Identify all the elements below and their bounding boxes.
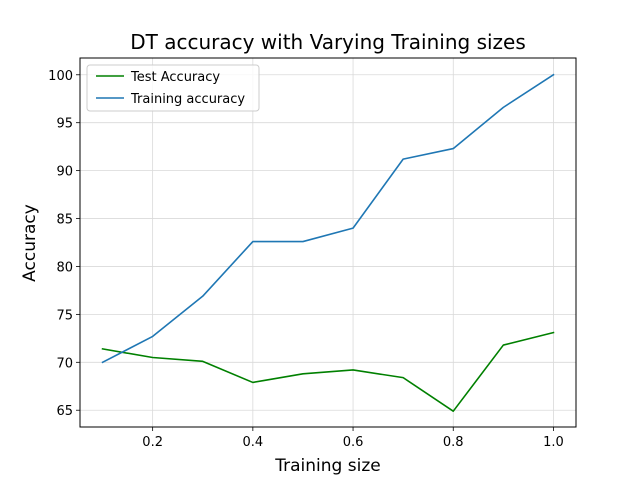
series-layer [101,73,555,412]
y-tick-label: 75 [56,308,73,323]
y-tick-label: 90 [56,165,73,180]
x-axis-ticks: 0.2 0.4 0.6 0.8 1.0 [142,427,564,450]
series-line-test-accuracy [101,331,555,412]
legend-label-test-accuracy: Test Accuracy [130,70,220,85]
chart-title: DT accuracy with Varying Training sizes [130,30,526,54]
y-tick-label: 100 [48,69,73,84]
plot-area-frame [79,57,577,428]
y-tick-label: 85 [56,213,73,228]
y-axis-ticks: 65 70 75 80 85 90 95 100 [48,69,80,419]
x-tick-label: 0.6 [343,435,364,450]
x-tick-label: 0.8 [443,435,464,450]
legend-label-training-accuracy: Training accuracy [130,92,245,107]
legend-frame [86,64,260,112]
x-tick-label: 1.0 [543,435,564,450]
x-axis-label: Training size [274,456,380,476]
legend: Test Accuracy Training accuracy [86,64,260,112]
y-tick-label: 95 [56,117,73,132]
y-tick-label: 70 [56,356,73,371]
y-tick-label: 65 [56,404,73,419]
x-tick-label: 0.2 [142,435,163,450]
x-tick-label: 0.4 [243,435,264,450]
y-tick-label: 80 [56,260,73,275]
y-axis-label: Accuracy [20,204,40,282]
series-line-training-accuracy [101,73,555,364]
